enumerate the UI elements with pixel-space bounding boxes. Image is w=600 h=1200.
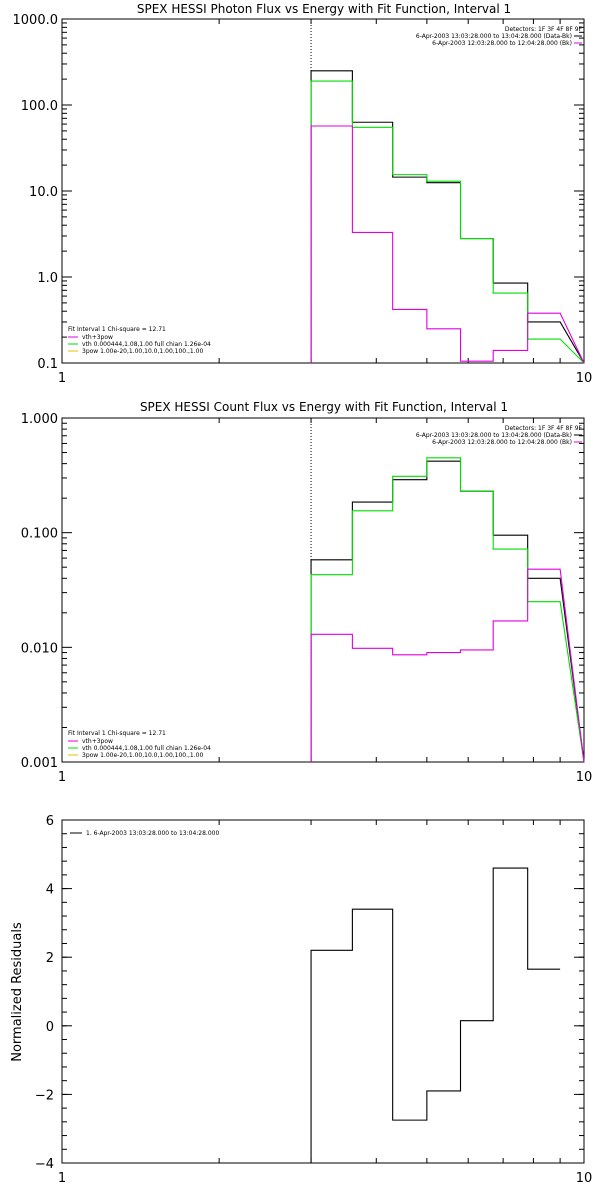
legend-data-interval: 6-Apr-2003 13:03:28.000 to 13:04:28.000 …	[416, 432, 572, 439]
residuals-axes-frame	[61, 819, 585, 1164]
y-tick-label: 0.001	[21, 756, 58, 771]
y-tick-label: 1.0	[37, 271, 58, 286]
series-line-0	[310, 867, 561, 1163]
y-tick-label: 1.000	[21, 412, 58, 427]
series-line-2	[310, 125, 585, 364]
x-tick-label: 1	[58, 770, 66, 785]
y-tick-label: −2	[35, 1088, 54, 1103]
count-flux-series	[310, 418, 585, 763]
count-flux-ticks: 1 10 0.001 0.010 0.100 1.000	[21, 412, 592, 785]
legend-fit-interval: Fit Interval 1 Chi-square = 12.71	[68, 730, 166, 737]
residuals-panel: 1 10 −4 −2 0 2 4 6 1. 6-Apr-2003 13:03:28.000 t…	[10, 814, 592, 1186]
legend-detectors: Detectors: 1F 3F 4F 8F 9F	[505, 26, 583, 33]
photon-flux-title: SPEX HESSI Photon Flux vs Energy with Fi…	[137, 2, 511, 16]
photon-flux-series	[310, 19, 585, 364]
legend-model-label: vth+3pow	[82, 738, 113, 745]
count-flux-legend-top: Detectors: 1F 3F 4F 8F 9F 6-Apr-2003 13:…	[416, 425, 583, 446]
y-tick-label: 100.0	[21, 99, 58, 114]
legend-3pow-label: 3pow 1.00e-20,1.00,10.0,1.00,100.,1.00	[82, 348, 203, 355]
y-tick-label: 0.100	[21, 527, 58, 542]
y-tick-label: 4	[46, 883, 54, 898]
y-tick-label: 0.1	[37, 357, 58, 372]
legend-bk-interval: 6-Apr-2003 12:03:28.000 to 12:04:28.000 …	[432, 439, 572, 446]
count-flux-legend-bottom: Fit Interval 1 Chi-square = 12.71 vth+3p…	[68, 730, 211, 759]
photon-flux-ticks: 1 10 0.1 1.0 10.0 100.0 1000.0	[13, 13, 593, 386]
y-tick-label: 2	[46, 951, 54, 966]
y-tick-label: −4	[35, 1157, 54, 1172]
x-tick-label: 10	[576, 371, 593, 386]
legend-residual-label: 1. 6-Apr-2003 13:03:28.000 to 13:04:28.0…	[86, 830, 219, 837]
y-tick-label: 1000.0	[13, 13, 59, 28]
x-tick-label: 1	[58, 371, 66, 386]
x-tick-label: 10	[576, 770, 593, 785]
residuals-legend: 1. 6-Apr-2003 13:03:28.000 to 13:04:28.0…	[70, 830, 219, 837]
legend-vth-label: vth 0.000444,1.08,1.00 full chian 1.26e-…	[82, 341, 211, 348]
photon-flux-legend-top: Detectors: 1F 3F 4F 8F 9F 6-Apr-2003 13:…	[416, 26, 583, 47]
legend-3pow-label: 3pow 1.00e-20,1.00,10.0,1.00,100.,1.00	[82, 752, 203, 759]
legend-fit-interval: Fit Interval 1 Chi-square = 12.71	[68, 326, 166, 333]
y-tick-label: 6	[46, 814, 54, 829]
x-tick-label: 1	[58, 1171, 66, 1186]
series-line-2	[310, 568, 585, 763]
x-tick-label: 10	[576, 1171, 593, 1186]
y-tick-label: 10.0	[29, 185, 58, 200]
residuals-series	[310, 867, 561, 1163]
residuals-ticks: 1 10 −4 −2 0 2 4 6	[35, 814, 592, 1186]
legend-model-label: vth+3pow	[82, 334, 113, 341]
y-tick-label: 0	[46, 1020, 54, 1035]
count-flux-axes-frame	[61, 417, 585, 763]
legend-data-interval: 6-Apr-2003 13:03:28.000 to 13:04:28.000 …	[416, 33, 572, 40]
legend-vth-label: vth 0.000444,1.08,1.00 full chian 1.26e-…	[82, 745, 211, 752]
residuals-y-axis-label: Normalized Residuals	[10, 922, 25, 1062]
count-flux-panel: SPEX HESSI Count Flux vs Energy with Fit…	[21, 400, 592, 785]
photon-flux-legend-bottom: Fit Interval 1 Chi-square = 12.71 vth+3p…	[68, 326, 211, 355]
photon-flux-panel: SPEX HESSI Photon Flux vs Energy with Fi…	[13, 2, 593, 386]
legend-bk-interval: 6-Apr-2003 12:03:28.000 to 12:04:28.000 …	[432, 40, 572, 47]
y-tick-label: 0.010	[21, 641, 58, 656]
count-flux-title: SPEX HESSI Count Flux vs Energy with Fit…	[140, 400, 508, 414]
series-line-0	[310, 460, 585, 763]
legend-detectors: Detectors: 1F 3F 4F 8F 9F	[505, 425, 583, 432]
